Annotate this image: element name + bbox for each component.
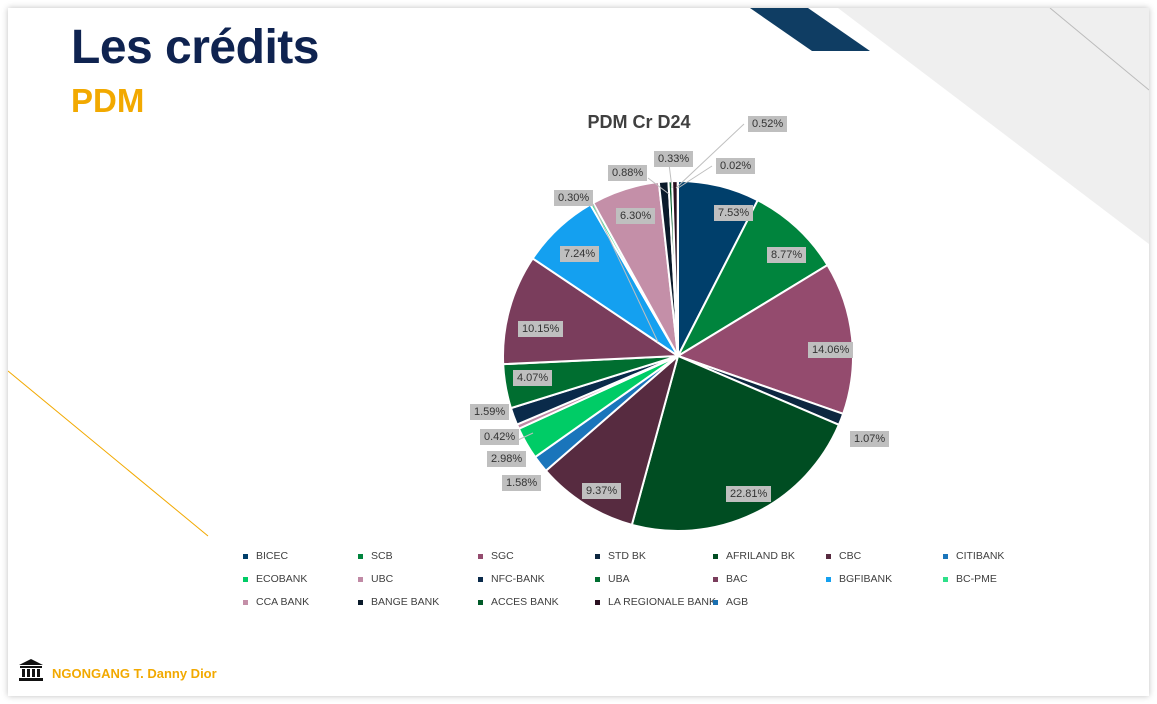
legend-swatch	[713, 599, 718, 605]
legend-label: AFRILAND BK	[726, 550, 795, 562]
slide: Les crédits PDM PDM Cr D24 7.53% 8.77% 14.…	[8, 8, 1149, 696]
legend-swatch	[243, 599, 248, 605]
slide-title: Les crédits	[71, 21, 319, 74]
legend-label: BAC	[726, 573, 748, 585]
legend-label: UBC	[371, 573, 394, 585]
pie-slice-afriland-bk	[630, 354, 841, 532]
legend-swatch	[943, 576, 948, 582]
leader-line	[592, 203, 659, 343]
data-label: 1.07%	[850, 431, 890, 447]
legend-item: BAC	[713, 573, 748, 585]
legend-swatch	[943, 553, 948, 559]
data-label: 0.02%	[716, 158, 756, 174]
legend-item: AGB	[713, 596, 748, 608]
legend-swatch	[478, 599, 483, 605]
legend-label: BC-PME	[956, 573, 997, 585]
data-label: 7.24%	[560, 246, 600, 262]
data-label: 0.30%	[554, 190, 594, 206]
legend-item: UBA	[595, 573, 630, 585]
legend-label: BANGE BANK	[371, 596, 440, 608]
data-label: 8.77%	[767, 247, 807, 263]
legend-item: BC-PME	[943, 573, 997, 585]
legend-swatch	[595, 599, 600, 605]
data-label: 4.07%	[513, 370, 553, 386]
legend-swatch	[826, 553, 831, 559]
data-label: 0.42%	[480, 429, 520, 445]
data-label: 14.06%	[808, 342, 854, 358]
gold-diagonal-line	[8, 370, 209, 537]
legend-swatch	[713, 553, 718, 559]
legend-label: CBC	[839, 550, 862, 562]
pie-slice-sgc	[675, 263, 854, 416]
legend-label: UBA	[608, 573, 630, 585]
legend-swatch	[243, 576, 248, 582]
legend-label: BGFIBANK	[839, 573, 893, 585]
legend-swatch	[713, 576, 718, 582]
data-label: 1.58%	[502, 475, 542, 491]
author-footer: NGONGANG T. Danny Dior	[52, 666, 217, 681]
legend-swatch	[478, 576, 483, 582]
legend-item: CITIBANK	[943, 550, 1004, 562]
legend-item: UBC	[358, 573, 393, 585]
data-label: 0.33%	[654, 151, 694, 167]
bank-icon	[19, 659, 43, 681]
legend-swatch	[243, 553, 248, 559]
legend-swatch	[826, 576, 831, 582]
data-label: 2.98%	[487, 451, 527, 467]
legend-label: NFC-BANK	[491, 573, 545, 585]
leader-line	[517, 432, 534, 441]
legend-swatch	[358, 553, 363, 559]
legend-label: CITIBANK	[956, 550, 1005, 562]
legend-item: LA REGIONALE BANK	[595, 596, 716, 608]
legend-item: STD BK	[595, 550, 646, 562]
legend-label: CCA BANK	[256, 596, 310, 608]
pie-chart	[502, 123, 854, 532]
decoration-layer	[8, 8, 1149, 537]
legend-item: CCA BANK	[243, 596, 309, 608]
legend-swatch	[595, 553, 600, 559]
legend-label: SGC	[491, 550, 514, 562]
legend-item: BANGE BANK	[358, 596, 439, 608]
data-label: 6.30%	[616, 208, 656, 224]
legend-item: CBC	[826, 550, 861, 562]
leader-line	[647, 177, 670, 195]
legend-label: STD BK	[608, 550, 646, 562]
pie-slice-cbc	[544, 353, 680, 527]
leader-line	[668, 163, 673, 189]
legend-swatch	[358, 576, 363, 582]
legend-item: BICEC	[243, 550, 288, 562]
data-label: 10.15%	[518, 321, 564, 337]
pie-slice-bac	[502, 257, 682, 366]
data-label: 9.37%	[582, 483, 622, 499]
legend-label: AGB	[726, 596, 749, 608]
legend-item: ACCES BANK	[478, 596, 559, 608]
data-label: 0.88%	[608, 165, 648, 181]
legend-item: SGC	[478, 550, 514, 562]
legend-label: SCB	[371, 550, 393, 562]
legend-item: SCB	[358, 550, 393, 562]
legend-label: LA REGIONALE BANK	[608, 596, 716, 608]
leader-line	[677, 165, 713, 189]
data-label: 0.52%	[748, 116, 788, 132]
navy-stripe-shape	[750, 8, 870, 51]
legend-item: BGFIBANK	[826, 573, 892, 585]
legend-swatch	[595, 576, 600, 582]
data-label: 7.53%	[714, 205, 754, 221]
data-label: 1.59%	[470, 404, 510, 420]
legend-item: ECOBANK	[243, 573, 307, 585]
data-label: 22.81%	[726, 486, 772, 502]
legend-item: AFRILAND BK	[713, 550, 795, 562]
legend-swatch	[478, 553, 483, 559]
slide-subtitle: PDM	[71, 82, 145, 119]
pie-slice-scb	[675, 198, 829, 359]
legend-swatch	[358, 599, 363, 605]
gray-diagonal-line	[1049, 8, 1149, 91]
legend-item: NFC-BANK	[478, 573, 545, 585]
gray-corner-shape	[838, 8, 1149, 244]
leader-line	[675, 123, 745, 189]
chart-title: PDM Cr D24	[587, 112, 691, 132]
legend-label: ECOBANK	[256, 573, 308, 585]
legend-label: ACCES BANK	[491, 596, 559, 608]
legend-label: BICEC	[256, 550, 289, 562]
